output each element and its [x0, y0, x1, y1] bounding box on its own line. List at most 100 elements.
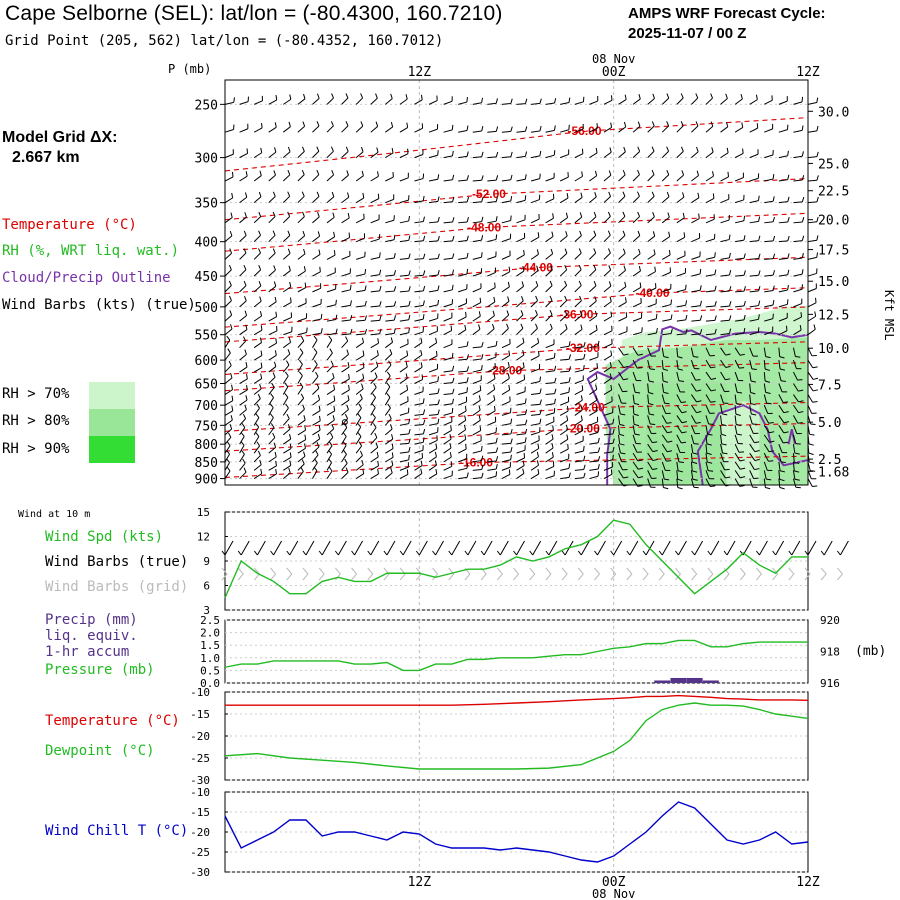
wind-barb-shaft — [705, 444, 708, 454]
wind-barb-shaft — [749, 371, 752, 382]
wind-barb-shaft — [458, 370, 468, 373]
wind-barb-shaft — [676, 151, 684, 158]
wind-barb-shaft — [385, 176, 394, 182]
wind-barb-shaft — [807, 328, 816, 336]
wind-barb-shaft — [239, 252, 247, 260]
wind-barb-shaft — [341, 418, 348, 426]
wind-barb-shaft — [487, 179, 497, 182]
wind-barb-shaft — [589, 421, 598, 426]
wind10m-barb-true — [451, 540, 461, 556]
wind10m-tick-label: 3 — [203, 604, 210, 617]
wind-barb-feather — [300, 393, 305, 399]
wind-barb-shaft — [676, 470, 679, 480]
wind-barb-shaft — [807, 359, 814, 369]
wind-barb-feather — [287, 169, 291, 175]
wind-barb-feather — [452, 235, 455, 241]
wind-barb-feather — [241, 423, 246, 428]
wind-barb-shaft — [720, 347, 727, 356]
wind-barb-shaft — [793, 257, 803, 260]
isotherm-label: -40.00 — [636, 286, 670, 300]
wind-barb-shaft — [603, 234, 611, 243]
wind-barb-shaft — [720, 383, 725, 392]
wind-barb-shaft — [224, 410, 233, 416]
wind-barb-feather — [710, 377, 717, 380]
wind-barb-shaft — [443, 343, 453, 349]
wind-barb-shaft — [253, 378, 262, 384]
wind-barb-shaft — [705, 425, 709, 435]
wind-barb-shaft — [297, 125, 305, 133]
wind-barb-feather — [288, 337, 292, 343]
wind-barb-feather — [243, 248, 247, 254]
wind-barb-shaft — [443, 475, 453, 480]
wind-barb-shaft — [443, 129, 453, 133]
wind-barb-shaft — [253, 398, 261, 406]
wind-barb-shaft — [312, 454, 319, 463]
wind-barb-feather — [390, 93, 393, 99]
legend-precip-accum: 1-hr accum — [45, 644, 130, 660]
model-grid-label: Model Grid ΔX: — [2, 129, 118, 146]
wind-barb-feather — [375, 442, 379, 448]
wind-barb-feather — [692, 452, 698, 455]
wind-barb-shaft — [618, 174, 626, 182]
wind-barb-feather — [464, 406, 467, 412]
wind10m-barb-true-tail — [626, 550, 631, 556]
wind-barb-shaft — [691, 289, 701, 293]
wind-barb-shaft — [764, 200, 774, 204]
wind-barb-shaft — [705, 359, 712, 369]
wind-barb-feather — [692, 461, 698, 464]
wind-barb-feather — [344, 413, 349, 419]
wind-barb-feather — [677, 478, 683, 482]
wind-barb-shaft — [632, 371, 637, 381]
wind-barb-feather — [758, 216, 761, 222]
wind-barb-feather — [685, 328, 688, 334]
pressure-tick-label: 400 — [195, 236, 218, 251]
wind-barb-shaft — [530, 355, 540, 361]
wind-barb-feather — [332, 372, 335, 379]
wind-barb-feather — [246, 373, 248, 380]
wind-barb-feather — [313, 348, 318, 353]
wind10m-barb-grid — [561, 567, 568, 581]
wind-barb-feather — [619, 433, 625, 437]
wind-barb-feather — [507, 361, 510, 368]
wind-barb-feather — [226, 441, 231, 447]
wind-barb-shaft — [545, 412, 555, 416]
wind-barb-shaft — [501, 433, 511, 436]
wind-barb-feather — [663, 487, 669, 490]
wind-barb-feather — [721, 443, 727, 446]
wind-barb-shaft — [399, 459, 409, 463]
wind-barb-feather — [754, 449, 760, 453]
wind-barb-feather — [317, 231, 321, 237]
wind-barb-feather — [696, 389, 702, 392]
wind-barb-shaft — [341, 366, 350, 373]
wind-barb-shaft — [560, 176, 569, 182]
wind-barb-shaft — [268, 252, 276, 260]
wind-barb-shaft — [428, 380, 438, 384]
wind-barb-shaft — [457, 316, 467, 322]
wind-barb-feather — [481, 216, 484, 222]
wind-barb-shaft — [239, 269, 247, 277]
wind-barb-shaft — [516, 391, 526, 396]
wind-barb-shaft — [282, 397, 289, 406]
wind-barb-feather — [434, 451, 437, 457]
wind-barb-shaft — [501, 102, 511, 105]
wind-barb-shaft — [632, 434, 637, 444]
wind-barb-shaft — [516, 300, 524, 308]
wind-barb-feather — [595, 384, 598, 390]
wind-barb-shaft — [429, 240, 439, 243]
wind-barb-feather — [608, 281, 612, 287]
wind-barb-feather — [668, 231, 671, 237]
wind-barb-feather — [260, 350, 263, 356]
wind-barb-shaft — [574, 128, 584, 133]
wind-barb-shaft — [399, 220, 409, 224]
wind-barb-shaft — [618, 126, 627, 133]
wind-barb-shaft — [268, 473, 277, 480]
wind-barb-feather — [481, 455, 484, 461]
wind-barb-feather — [347, 213, 350, 219]
wind-barb-shaft — [487, 421, 496, 426]
wind-barb-shaft — [443, 412, 453, 416]
wind-barb-feather — [508, 266, 511, 272]
wind-barb-feather — [725, 365, 731, 369]
wind-barb-feather — [710, 389, 717, 392]
wind-barb-feather — [754, 458, 760, 462]
wind-barb-shaft — [428, 431, 438, 436]
